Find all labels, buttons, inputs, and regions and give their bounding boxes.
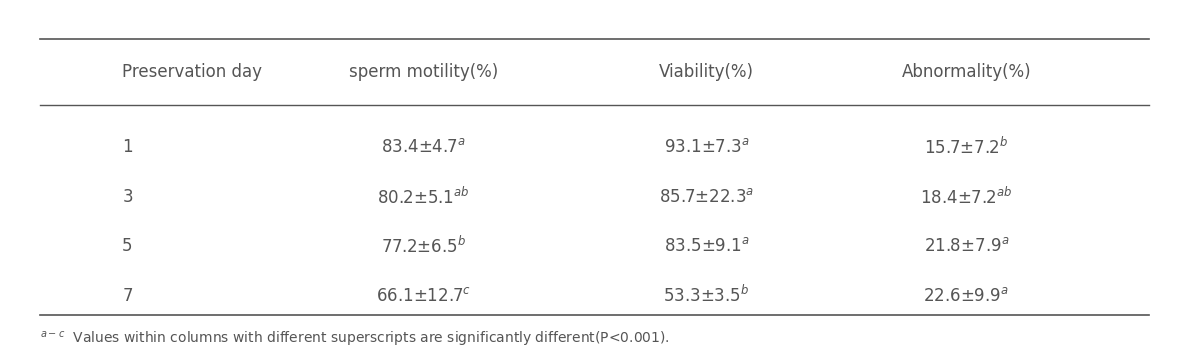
- Text: 80.2±5.1$^{ab}$: 80.2±5.1$^{ab}$: [377, 186, 470, 207]
- Text: 66.1±12.7$^{c}$: 66.1±12.7$^{c}$: [376, 287, 471, 305]
- Text: 1: 1: [122, 138, 133, 156]
- Text: 85.7±22.3$^{a}$: 85.7±22.3$^{a}$: [659, 188, 754, 206]
- Text: $^{a-c}$  Values within columns with different superscripts are significantly di: $^{a-c}$ Values within columns with diff…: [39, 330, 669, 349]
- Text: 15.7±7.2$^{b}$: 15.7±7.2$^{b}$: [924, 137, 1008, 158]
- Text: 83.4±4.7$^{a}$: 83.4±4.7$^{a}$: [380, 138, 466, 156]
- Text: 7: 7: [122, 287, 133, 305]
- Text: Viability(%): Viability(%): [659, 63, 754, 81]
- Text: 5: 5: [122, 237, 133, 255]
- Text: 18.4±7.2$^{ab}$: 18.4±7.2$^{ab}$: [920, 186, 1013, 207]
- Text: 21.8±7.9$^{a}$: 21.8±7.9$^{a}$: [924, 237, 1009, 255]
- Text: Abnormality(%): Abnormality(%): [901, 63, 1031, 81]
- Text: 3: 3: [122, 188, 133, 206]
- Text: 77.2±6.5$^{b}$: 77.2±6.5$^{b}$: [380, 236, 466, 257]
- Text: Preservation day: Preservation day: [122, 63, 263, 81]
- Text: sperm motility(%): sperm motility(%): [348, 63, 498, 81]
- Text: 93.1±7.3$^{a}$: 93.1±7.3$^{a}$: [663, 138, 749, 156]
- Text: 22.6±9.9$^{a}$: 22.6±9.9$^{a}$: [924, 287, 1009, 305]
- Text: 53.3±3.5$^{b}$: 53.3±3.5$^{b}$: [663, 285, 750, 306]
- Text: 83.5±9.1$^{a}$: 83.5±9.1$^{a}$: [663, 237, 749, 255]
